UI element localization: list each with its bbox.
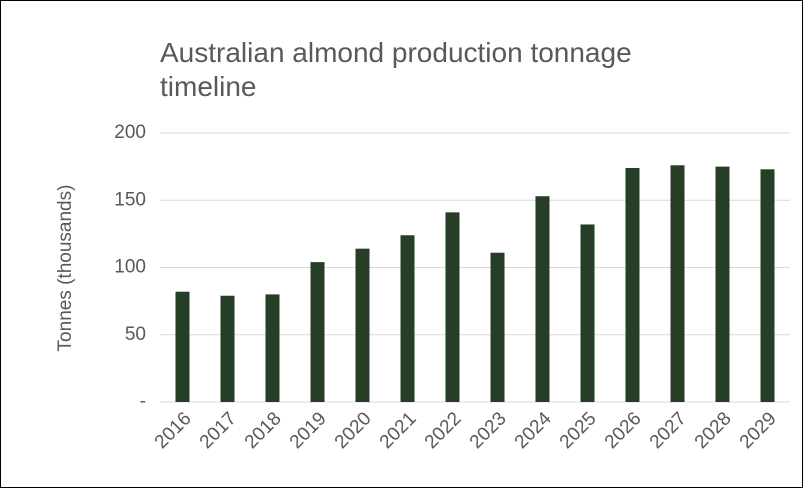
- x-tick-label: 2022: [421, 408, 466, 453]
- x-tick-label: 2029: [736, 408, 781, 453]
- x-tick-label: 2019: [286, 408, 331, 453]
- bar: [220, 295, 235, 402]
- bar: [715, 166, 730, 402]
- bar: [535, 196, 550, 402]
- x-tick-label: 2026: [601, 408, 646, 453]
- x-tick-label: 2023: [466, 408, 511, 453]
- bar: [265, 294, 280, 402]
- y-tick-label: 100: [114, 257, 146, 278]
- y-axis-label: Tonnes (thousands): [55, 185, 76, 352]
- x-tick-label: 2020: [331, 408, 376, 453]
- x-tick-label: 2028: [691, 408, 736, 453]
- x-tick-label: 2018: [241, 408, 286, 453]
- x-tick-label: 2021: [376, 408, 421, 453]
- bar: [355, 248, 370, 402]
- x-tick-label: 2024: [511, 408, 556, 453]
- x-tick-label: 2027: [646, 408, 691, 453]
- bar: [310, 262, 325, 402]
- x-tick-label: 2016: [151, 408, 196, 453]
- bar: [625, 167, 640, 402]
- y-tick-label: 200: [114, 122, 146, 143]
- bar: [580, 224, 595, 402]
- y-tick-label: -: [140, 391, 146, 412]
- y-tick-label: 50: [125, 324, 146, 345]
- bar: [445, 212, 460, 402]
- bar: [490, 252, 505, 402]
- y-tick-label: 150: [114, 189, 146, 210]
- x-tick-label: 2017: [196, 408, 241, 453]
- bar: [400, 235, 415, 402]
- x-tick-label: 2025: [556, 408, 601, 453]
- chart-title: Australian almond production tonnage tim…: [160, 37, 632, 102]
- bar: [175, 291, 190, 402]
- bar: [670, 165, 685, 402]
- bar: [760, 169, 775, 402]
